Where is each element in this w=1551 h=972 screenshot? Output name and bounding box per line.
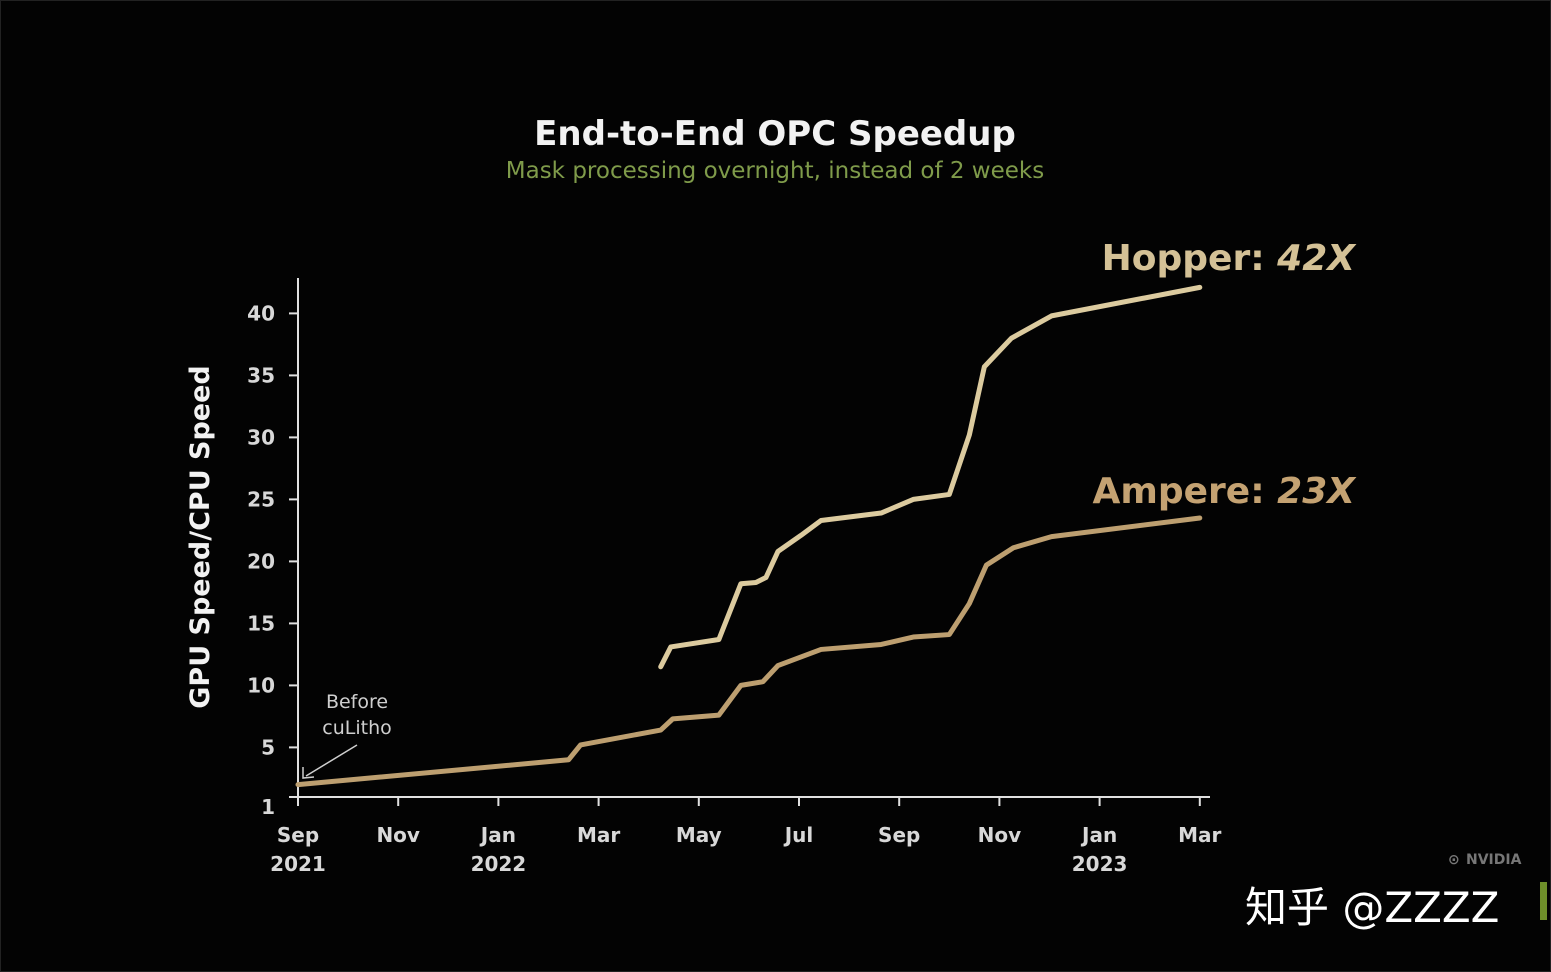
x-tick-year-label: 2021 [270, 852, 326, 876]
series-label-name: Ampere: [1092, 471, 1277, 512]
nvidia-accent-bar [1540, 882, 1547, 920]
nvidia-logo-text: NVIDIA [1466, 852, 1522, 868]
y-tick-label: 1 [261, 795, 275, 819]
x-tick-year-label: 2022 [471, 852, 527, 876]
x-tick-label: Sep [878, 823, 920, 847]
x-tick-label: Sep [277, 823, 319, 847]
y-tick-label: 10 [247, 673, 275, 697]
y-tick-label: 20 [247, 549, 275, 573]
chart-title: End-to-End OPC Speedup [534, 114, 1016, 154]
arrowhead-icon [302, 767, 315, 779]
watermark: 知乎 @ZZZZ [1245, 883, 1499, 932]
ampere-series-line [295, 515, 1203, 788]
ampere-series-label: Ampere: 23X [1092, 471, 1357, 512]
x-tick-label: Jan [479, 823, 516, 847]
y-axis-label: GPU Speed/CPU Speed [185, 365, 216, 709]
x-tick-label: Jan [1080, 823, 1117, 847]
nvidia-eye-icon: ⊙ [1448, 852, 1460, 868]
x-tick-label: May [676, 823, 722, 847]
x-tick-label: Mar [577, 823, 620, 847]
y-tick-label: 15 [247, 611, 275, 635]
nvidia-logo: ⊙ NVIDIA [1448, 852, 1522, 868]
series-label-name: Hopper: [1102, 238, 1278, 279]
series-label-value: 23X [1277, 471, 1357, 512]
x-tick-label: Mar [1178, 823, 1221, 847]
y-tick-label: 40 [247, 301, 275, 325]
y-tick-label: 25 [247, 487, 275, 511]
annotation-text: cuLitho [322, 717, 391, 739]
chart-subtitle: Mask processing overnight, instead of 2 … [506, 158, 1044, 184]
y-tick-label: 30 [247, 425, 275, 449]
x-tick-label: Nov [978, 823, 1022, 847]
x-tick-year-label: 2023 [1072, 852, 1128, 876]
series-label-value: 42X [1276, 238, 1357, 279]
hopper-series-line [658, 284, 1203, 670]
annotation-text: Before [326, 691, 388, 713]
annotation-arrow [305, 744, 358, 777]
y-tick-label: 5 [261, 735, 275, 759]
x-tick-label: Nov [376, 823, 420, 847]
y-tick-label: 35 [247, 363, 275, 387]
hopper-series-label: Hopper: 42X [1102, 238, 1358, 279]
x-tick-label: Jul [783, 823, 814, 847]
